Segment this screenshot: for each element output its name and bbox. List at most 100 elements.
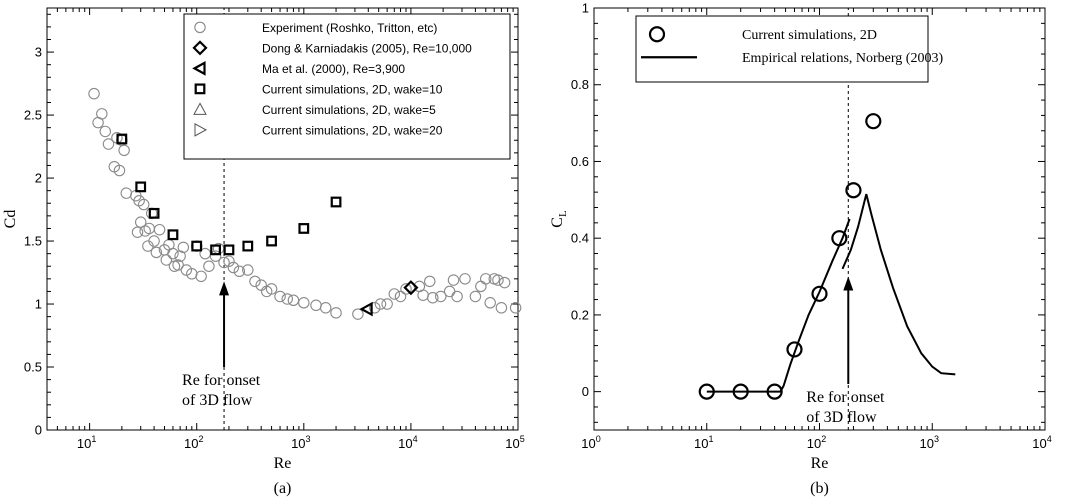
legend-marker-a-2 [192,61,206,76]
legend-entry-a-4: Current simulations, 2D, wake=5 [262,103,436,117]
legend-entry-a-3: Current simulations, 2D, wake=10 [262,82,443,96]
data-point-a-3 [330,196,342,208]
data-point-b-0 [811,285,828,302]
data-point-a-0 [131,226,144,238]
data-point-a-3 [242,240,254,252]
y-tick-label-a: 0.5 [24,360,42,375]
data-point-a-0 [96,108,108,120]
onset-arrow-head-b [843,276,854,291]
y-tick-label-a: 0 [35,423,42,438]
data-point-a-0 [424,275,436,288]
data-point-a-0 [443,285,456,298]
chart-panel-a: 101 102 103 104 105 0 0.5 1 1.5 2 2.5 3 Re Cd (a) Re fo… [2,7,525,497]
x-tick-label-a: 105 [505,434,524,451]
data-point-a-0 [160,254,173,266]
data-point-a-0 [451,290,463,303]
x-axis-title-a: Re [274,455,292,472]
data-point-a-0 [265,283,278,295]
x-tick-label-a: 101 [77,434,96,451]
data-point-a-3 [191,240,203,252]
data-point-a-0 [475,280,487,293]
data-point-a-0 [249,275,261,288]
data-point-a-3 [135,181,147,193]
x-tick-label-b: 103 [920,434,939,451]
data-point-a-3 [266,235,277,247]
y-tick-label-b: 0.8 [571,77,589,92]
x-tick-label-b: 100 [581,434,600,451]
x-axis-title-b: Re [811,455,829,472]
x-tick-label-a: 103 [291,434,310,451]
legend-marker-a-3 [194,83,206,95]
data-point-a-0 [88,87,100,100]
data-point-a-0 [495,302,508,314]
data-point-a-0 [242,264,254,276]
data-point-a-0 [113,164,126,177]
data-point-a-3 [223,244,235,256]
data-point-a-0 [120,187,133,199]
data-point-a-3 [210,244,221,256]
legend-entry-a-5: Current simulations, 2D, wake=20 [262,123,443,137]
legend-entry-b-0: Current simulations, 2D [742,28,877,43]
data-point-a-0 [153,223,166,236]
data-point-a-0 [484,297,496,309]
data-point-a-0 [255,279,267,291]
data-point-a-1 [403,280,419,296]
y-axis-title-b: CL [549,210,569,228]
data-point-a-0 [352,308,364,320]
x-tick-label-a: 104 [398,434,417,451]
data-point-b-0 [865,113,882,130]
data-point-a-2 [359,301,373,317]
data-point-a-0 [480,273,492,285]
data-point-a-0 [310,299,322,312]
data-point-a-0 [274,290,286,303]
data-point-a-0 [298,297,310,309]
legend-marker-a-4 [193,102,207,115]
y-tick-label-a: 2.5 [24,108,42,123]
data-point-a-0 [435,290,447,303]
y-tick-label-a: 1 [35,297,42,312]
y-tick-label-b: 1 [582,1,589,16]
y-tick-label-a: 1.5 [24,234,42,249]
data-point-a-0 [218,256,230,269]
legend-entry-a-2: Ma et al. (2000), Re=3,900 [262,62,405,76]
data-point-a-0 [281,293,293,305]
legend-marker-a-5 [194,123,208,137]
data-point-a-3 [167,229,179,241]
y-tick-label-b: 0.6 [571,154,589,169]
onset-annotation-text-a: of 3D flow [182,392,253,409]
x-tick-label-b: 102 [807,434,826,451]
series-line-b-1 [841,193,956,376]
data-point-a-0 [167,247,179,260]
x-tick-label-b: 101 [694,434,713,451]
data-point-a-0 [203,260,215,272]
data-point-a-0 [447,274,460,286]
y-tick-label-a: 3 [35,45,42,60]
data-point-a-0 [369,302,381,314]
data-point-a-0 [118,144,130,157]
data-point-a-3 [148,207,160,219]
data-point-b-0 [845,182,862,199]
data-point-a-0 [469,290,482,303]
data-point-a-0 [492,274,504,286]
data-point-a-0 [417,289,429,301]
legend-marker-b-0 [648,26,666,43]
data-point-a-0 [177,241,190,254]
data-point-a-0 [150,246,163,259]
legend-entry-a-0: Experiment (Roshko, Tritton, etc) [262,21,437,35]
data-point-a-0 [195,270,207,283]
data-point-a-0 [172,259,184,271]
data-point-a-0 [319,302,332,314]
data-point-a-0 [233,265,246,278]
data-point-a-0 [509,302,522,314]
data-point-a-0 [498,276,511,289]
data-point-a-0 [330,307,342,319]
series-line-b-1 [706,218,851,393]
data-point-a-0 [102,138,115,150]
data-point-a-0 [99,125,112,138]
data-point-b-0 [786,341,803,358]
legend-entry-a-1: Dong & Karniadakis (2005), Re=10,000 [262,41,472,55]
data-point-a-3 [116,133,128,145]
chart-panel-b: 100 101 102 103 104 0 0.2 0.4 0.6 0.8 1 Re CL (b) Re f… [549,1,1052,497]
data-point-a-0 [287,294,300,307]
x-tick-label-a: 102 [184,434,203,451]
